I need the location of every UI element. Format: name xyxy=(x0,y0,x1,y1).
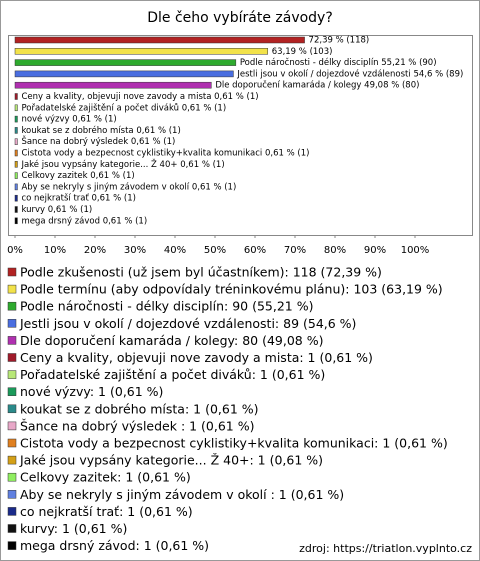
x-tick-label: 80% xyxy=(324,245,346,256)
value-label: Podle náročnosti - délky disciplín 55,21… xyxy=(240,57,437,68)
legend-label: Dle doporučení kamaráda / kolegy: 80 (49… xyxy=(20,333,323,348)
bar xyxy=(14,81,212,89)
value-label: Celkovy zazitek 0,61 % (1) xyxy=(21,171,134,181)
bar xyxy=(14,183,18,191)
legend-swatch xyxy=(7,404,17,414)
value-label: Aby se nekryly s jiným závodem v okolí 0… xyxy=(21,182,236,192)
bar xyxy=(14,138,18,145)
bar xyxy=(14,48,269,55)
value-label: Šance na dobrý výsledek 0,61 % (1) xyxy=(21,135,175,147)
legend-label: koukat se z dobrého místa: 1 (0,61 %) xyxy=(20,401,259,416)
bar xyxy=(14,115,18,123)
x-tick-label: 100% xyxy=(401,245,430,256)
bar xyxy=(14,70,234,78)
legend-swatch xyxy=(7,472,17,482)
bar xyxy=(14,93,18,100)
legend-swatch xyxy=(7,541,17,550)
legend-swatch xyxy=(7,490,17,499)
source: zdroj: https://triatlon.vyplnto.cz xyxy=(299,542,472,555)
value-label: mega drsný závod 0,61 % (1) xyxy=(21,216,147,226)
value-label: Jaké jsou vypsány kategorie... Ž 40+ 0,6… xyxy=(20,158,224,170)
bar xyxy=(14,206,18,213)
bar xyxy=(14,217,18,225)
legend-label: Aby se nekryly s jiným závodem v okolí :… xyxy=(20,487,344,502)
legend-swatch xyxy=(7,387,17,396)
value-label: co nejkratší trať 0,61 % (1) xyxy=(21,193,136,204)
legend-label: Cistota vody a bezpecnost cyklistiky+kva… xyxy=(20,436,448,451)
legend-label: Šance na dobrý výsledek : 1 (0,61 %) xyxy=(20,418,255,433)
bar xyxy=(14,36,305,44)
bar xyxy=(14,104,18,112)
legend-label: Jestli jsou v okolí / dojezdové vzdáleno… xyxy=(19,316,356,331)
x-tick-label: 0% xyxy=(7,245,23,256)
legend-swatch xyxy=(7,301,17,311)
bar xyxy=(14,172,18,179)
value-label: kurvy 0,61 % (1) xyxy=(21,205,92,215)
value-label: Pořadatelské zajištění a počet diváků 0,… xyxy=(21,102,226,113)
x-tick-label: 90% xyxy=(364,245,386,256)
legend-label: co nejkratší trať: 1 (0,61 %) xyxy=(20,504,193,519)
bar xyxy=(14,127,18,134)
bar xyxy=(14,161,18,168)
chart-title: Dle čeho vybíráte závody? xyxy=(147,10,333,26)
x-tick-label: 40% xyxy=(164,245,186,256)
legend-swatch xyxy=(7,507,17,516)
x-tick-label: 30% xyxy=(124,245,146,256)
legend-swatch xyxy=(7,421,17,431)
legend-swatch xyxy=(7,524,17,533)
bar xyxy=(14,59,237,66)
legend-swatch xyxy=(7,336,17,345)
value-label: Jestli jsou v okolí / dojezdové vzdáleno… xyxy=(236,68,463,79)
value-label: Ceny a kvality, objevuji nove zavody a m… xyxy=(21,92,258,102)
value-label: Cistota vody a bezpecnost cyklistiky+kva… xyxy=(21,149,309,159)
legend-label: Jaké jsou vypsány kategorie... Ž 40+: 1 … xyxy=(19,453,323,468)
legend-label: Ceny a kvality, objevuji nove zavody a m… xyxy=(20,350,373,365)
legend-label: Celkovy zazitek: 1 (0,61 %) xyxy=(20,470,191,485)
legend-swatch xyxy=(7,267,17,277)
legend-label: mega drsný závod: 1 (0,61 %) xyxy=(20,538,209,553)
legend-swatch xyxy=(7,353,17,362)
legend-swatch xyxy=(7,370,17,379)
value-label: 72,39 % (118) xyxy=(309,36,370,46)
legend-label: kurvy: 1 (0,61 %) xyxy=(20,521,127,536)
plot-frame xyxy=(8,35,473,236)
bar xyxy=(14,194,18,202)
legend-swatch xyxy=(7,438,17,448)
legend-label: Podle zkušenosti (už jsem byl účastníkem… xyxy=(20,265,382,280)
value-label: koukat se z dobrého místa 0,61 % (1) xyxy=(21,125,180,136)
legend-label: Podle termínu (aby odpovídaly tréninkové… xyxy=(20,282,443,297)
legend-swatch xyxy=(7,284,17,294)
legend-label: Pořadatelské zajištění a počet diváků: 1… xyxy=(20,367,325,382)
value-label: nové výzvy 0,61 % (1) xyxy=(21,114,116,125)
x-tick-label: 50% xyxy=(204,245,226,256)
legend-swatch xyxy=(7,455,17,465)
value-label: 63,19 % (103) xyxy=(272,47,333,57)
value-label: Dle doporučení kamaráda / kolegy 49,08 %… xyxy=(215,80,419,91)
legend-label: Podle náročnosti - délky disciplín: 90 (… xyxy=(20,299,313,314)
x-tick-label: 20% xyxy=(84,245,106,256)
x-tick-label: 70% xyxy=(284,245,306,256)
legend-label: nové výzvy: 1 (0,61 %) xyxy=(20,384,163,399)
x-tick-label: 10% xyxy=(44,245,66,256)
x-tick-label: 60% xyxy=(244,245,266,256)
bar xyxy=(14,149,18,157)
legend-swatch xyxy=(7,319,17,328)
